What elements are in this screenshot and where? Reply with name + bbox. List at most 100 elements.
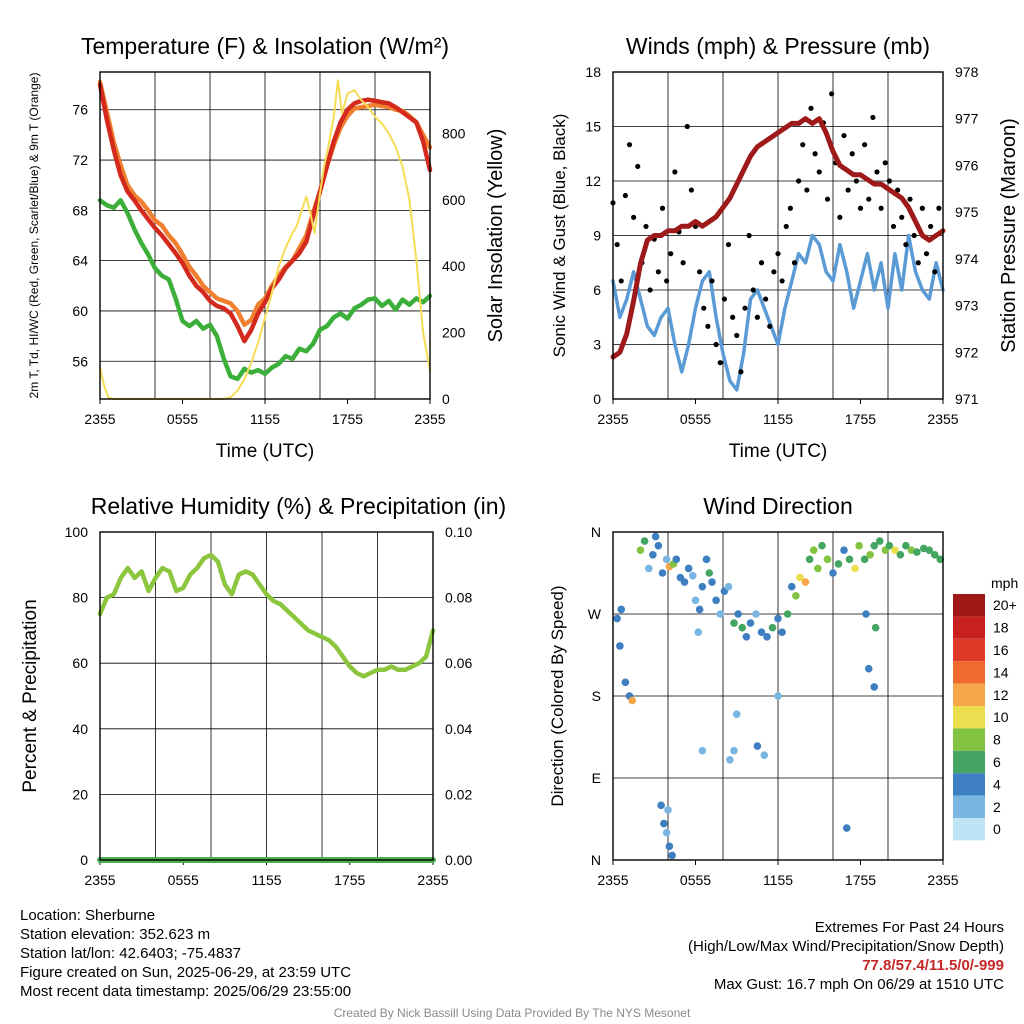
- y-tick-label: 18: [585, 64, 601, 80]
- x-tick-label: 1155: [250, 411, 280, 427]
- direction-point: [730, 619, 738, 627]
- direction-point: [691, 596, 700, 605]
- direction-point: [891, 546, 899, 555]
- direction-point: [930, 550, 939, 559]
- station-latlon: Station lat/lon: 42.6403; -75.4837: [20, 945, 242, 962]
- gust-point: [618, 278, 624, 284]
- legend-swatch: [953, 728, 985, 751]
- gust-point: [808, 105, 814, 111]
- x-tick-label: 0555: [168, 872, 199, 888]
- direction-point: [657, 801, 665, 810]
- direction-point: [896, 550, 905, 559]
- y-axis-label: Direction (Colored By Speed): [548, 585, 567, 806]
- direction-point: [684, 564, 693, 573]
- gust-point: [890, 223, 897, 230]
- direction-point: [730, 746, 738, 755]
- y-tick-label: 76: [72, 102, 88, 118]
- direction-point: [702, 555, 711, 564]
- speed-legend: mph 20+ 18 16 14 12 10 8 6 4 2 0: [953, 575, 1018, 841]
- x-tick-label: 2355: [417, 872, 448, 888]
- x-tick-label: 1155: [763, 411, 793, 427]
- y2-tick-label: 976: [955, 157, 979, 173]
- y2-tick-label: 0: [442, 391, 450, 407]
- gust-point: [659, 205, 666, 211]
- gust-point: [800, 142, 806, 148]
- credit-line: Created By Nick Bassill Using Data Provi…: [333, 1006, 691, 1020]
- direction-point: [840, 546, 848, 555]
- gust-point: [701, 305, 707, 311]
- direction-point: [680, 578, 689, 586]
- direction-point: [851, 564, 859, 573]
- y2-tick-label: 971: [955, 391, 979, 407]
- legend-swatch: [953, 683, 985, 706]
- direction-point: [792, 591, 800, 600]
- gust-point: [680, 260, 686, 266]
- series-dewpoint: [97, 198, 433, 382]
- direction-point: [855, 541, 863, 550]
- series-temp_2m: [97, 82, 433, 344]
- plot-frame: [612, 531, 944, 861]
- series-pressure: [610, 116, 946, 360]
- plot-frame: [612, 71, 944, 400]
- direction-point: [658, 569, 667, 577]
- x-tick-label: 1755: [334, 872, 365, 888]
- gust-point: [767, 323, 773, 329]
- y-tick-label: N: [591, 852, 601, 868]
- y-tick-label: 0: [80, 852, 88, 868]
- gust-point: [837, 214, 843, 220]
- x-tick-label: 2355: [597, 411, 628, 427]
- x-tick-label: 2355: [414, 411, 445, 427]
- x-tick-label: 2355: [84, 872, 115, 888]
- gust-point: [857, 205, 864, 211]
- series-wind: [611, 233, 945, 392]
- direction-point: [753, 742, 762, 750]
- direction-point: [738, 623, 747, 632]
- gust-point: [895, 187, 901, 193]
- gust-point: [845, 187, 851, 193]
- x-tick-label: 1755: [332, 411, 363, 427]
- legend-label: 10: [993, 709, 1009, 725]
- direction-point: [870, 541, 879, 550]
- gust-point: [886, 178, 892, 184]
- gust-point: [738, 369, 744, 375]
- direction-point: [746, 619, 755, 627]
- legend-swatch: [953, 706, 985, 729]
- direction-point: [616, 642, 624, 650]
- direction-point: [694, 628, 703, 637]
- direction-point: [613, 614, 621, 623]
- gust-point: [742, 305, 748, 311]
- gust-point: [903, 241, 909, 248]
- y2-tick-label: 200: [442, 325, 466, 341]
- gust-point: [771, 269, 777, 275]
- direction-point: [665, 842, 674, 851]
- y2-tick-label: 977: [955, 111, 979, 127]
- direction-point: [660, 819, 668, 828]
- direction-point: [708, 578, 716, 586]
- x-tick-label: 1155: [763, 872, 793, 888]
- y-tick-label: 12: [585, 173, 601, 189]
- direction-point: [936, 555, 945, 564]
- extremes-legend: (High/Low/Max Wind/Precipitation/Snow De…: [688, 938, 1004, 955]
- direction-point: [783, 610, 792, 618]
- y2-tick-label: 972: [955, 344, 979, 360]
- direction-point: [875, 537, 884, 545]
- series-rh: [97, 552, 436, 679]
- direction-point: [734, 610, 742, 618]
- y-tick-label: N: [591, 524, 601, 540]
- extremes-block: Extremes For Past 24 Hours (High/Low/Max…: [688, 918, 1004, 994]
- direction-point: [672, 555, 681, 564]
- legend-label: 0: [993, 821, 1001, 837]
- direction-point: [805, 555, 814, 564]
- y2-tick-label: 978: [955, 64, 979, 80]
- y-axis-label: Percent & Precipitation: [20, 599, 41, 792]
- x-tick-label: 1155: [251, 872, 281, 888]
- direction-point: [664, 806, 672, 814]
- y2-axis-label: Station Pressure (Maroon): [998, 118, 1020, 353]
- x-tick-label: 2355: [927, 872, 958, 888]
- legend-swatch: [953, 616, 985, 639]
- gust-point: [754, 314, 760, 320]
- gust-point: [655, 269, 661, 275]
- gust-point: [829, 91, 835, 97]
- legend-label: 8: [993, 732, 1001, 748]
- gust-point: [923, 251, 930, 257]
